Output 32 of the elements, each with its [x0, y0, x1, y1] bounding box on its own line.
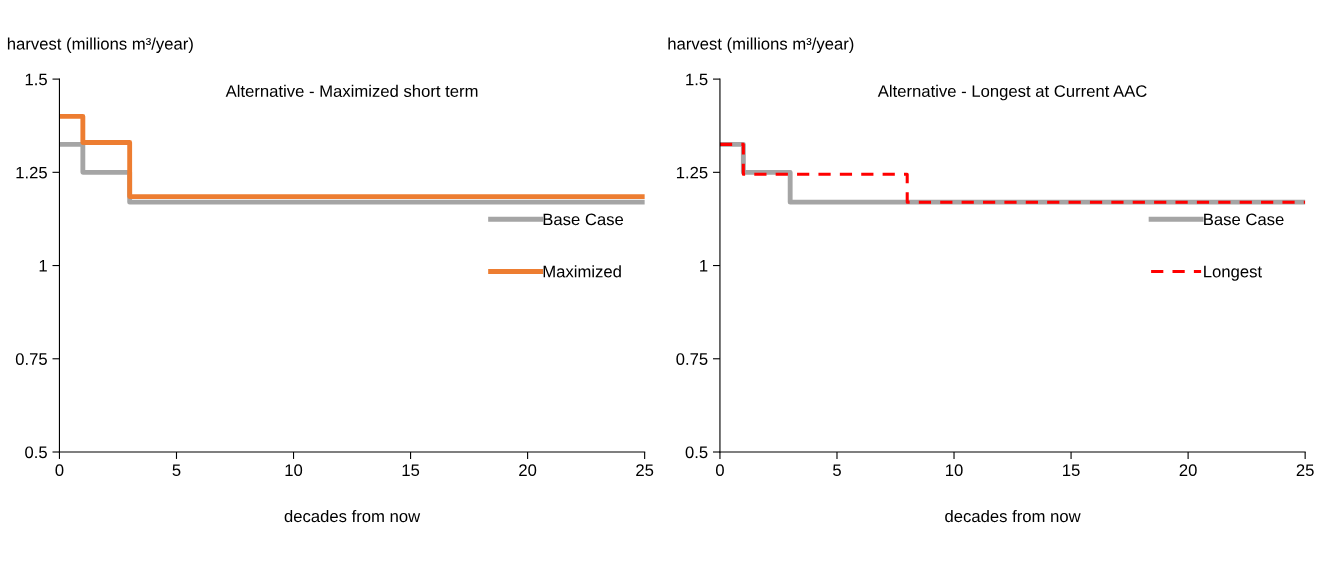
x-tick-label: 25 [636, 464, 654, 477]
x-tick-label: 0 [55, 464, 64, 477]
x-tick-label: 20 [1179, 464, 1197, 477]
x-tick-label: 0 [715, 464, 724, 477]
x-tick-label: 5 [172, 464, 181, 477]
y-tick-label: 0.75 [676, 353, 708, 365]
y-tick-label: 0.5 [25, 446, 47, 459]
legend-label: Longest [1204, 265, 1262, 281]
y-tick-label: 1 [39, 260, 47, 272]
chart-title: Alternative - Maximized short term [225, 84, 478, 98]
x-axis-title: decades from now [284, 509, 421, 523]
legend-label: Base Case [1204, 213, 1284, 226]
x-tick-label: 10 [946, 464, 963, 477]
y-axis-title: harvest (millions m³/year) [7, 37, 193, 53]
y-tick-label: 1.5 [25, 73, 47, 86]
x-tick-label: 25 [1296, 464, 1314, 477]
x-tick-label: 5 [833, 464, 841, 477]
y-tick-label: 1.5 [686, 73, 708, 86]
x-tick-label: 15 [402, 464, 420, 477]
y-tick-label: 0.5 [685, 446, 708, 459]
y-tick-label: 1.25 [676, 166, 708, 179]
x-tick-label: 10 [285, 464, 303, 477]
y-tick-label: 1 [700, 260, 708, 272]
legend-label: Base Case [543, 213, 624, 226]
y-tick-label: 0.75 [15, 353, 47, 365]
x-tick-label: 20 [519, 464, 537, 477]
y-tick-label: 1.25 [16, 166, 47, 179]
y-axis-title: harvest (millions m³/year) [668, 37, 854, 53]
x-tick-label: 15 [1063, 464, 1080, 477]
legend-label: Maximized [543, 265, 621, 278]
x-axis-title: decades from now [945, 509, 1081, 523]
chart-title: Alternative - Longest at Current AAC [877, 84, 1147, 101]
